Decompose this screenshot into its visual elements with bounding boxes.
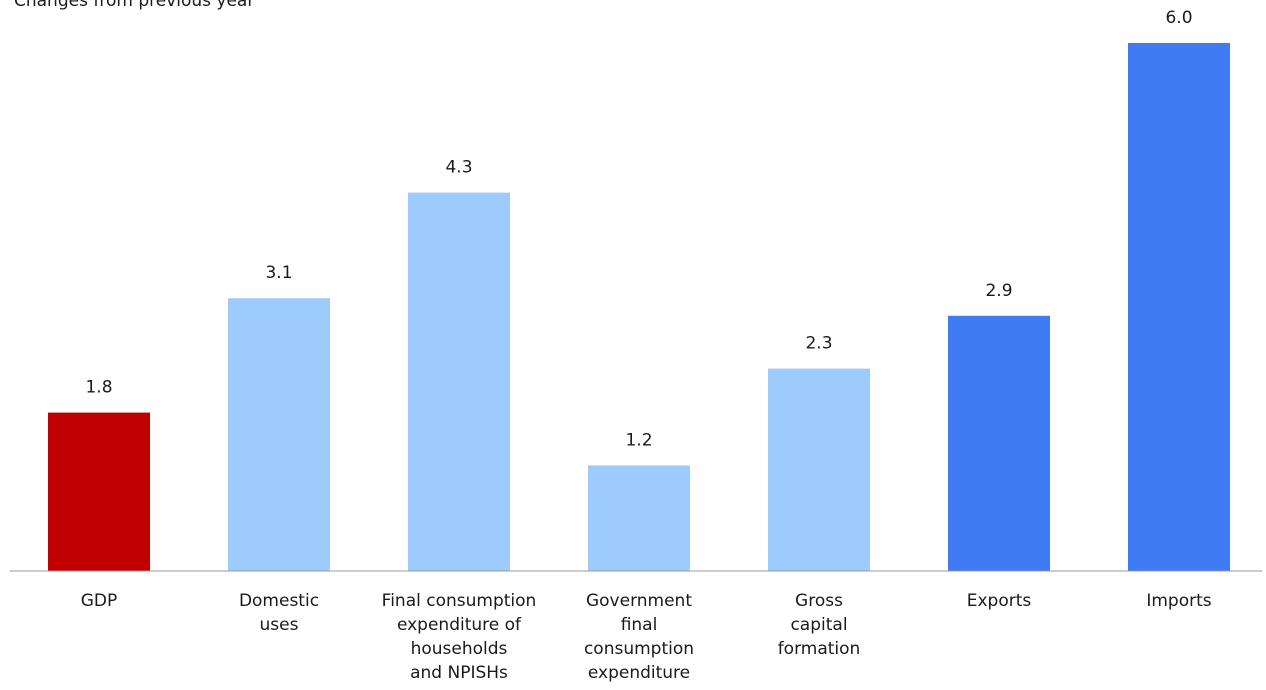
bar-1 <box>228 298 330 571</box>
value-label-1: 3.1 <box>265 263 292 283</box>
category-label-1: Domestic uses <box>239 591 319 635</box>
category-label-4-line-0: Gross <box>795 591 843 611</box>
category-label-5-line-0: Exports <box>967 591 1032 611</box>
bars-group <box>48 43 1230 571</box>
value-label-5: 2.9 <box>985 281 1012 301</box>
category-label-1-line-0: Domestic <box>239 591 319 611</box>
value-label-0: 1.8 <box>85 378 112 398</box>
value-label-6: 6.0 <box>1165 8 1192 28</box>
category-label-3-line-1: final <box>621 615 658 635</box>
category-label-2-line-0: Final consumption <box>382 591 537 611</box>
category-label-5: Exports <box>967 591 1032 611</box>
category-label-1-line-1: uses <box>260 615 299 635</box>
category-label-6-line-0: Imports <box>1146 591 1211 611</box>
category-label-4: Gross capital formation <box>778 591 861 659</box>
bar-4 <box>768 368 870 571</box>
category-label-3-line-3: expenditure <box>588 663 690 683</box>
category-label-2-line-3: and NPISHs <box>410 663 508 683</box>
category-label-2-line-1: expenditure of <box>397 615 522 635</box>
category-label-4-line-1: capital <box>790 615 847 635</box>
category-labels-group: GDP Domestic uses Final consumption expendit… <box>81 591 1212 683</box>
category-label-0: GDP <box>81 591 118 611</box>
bar-3 <box>588 465 690 571</box>
bar-6 <box>1128 43 1230 571</box>
value-labels-group: 1.8 3.1 4.3 1.2 2.3 2.9 6.0 <box>85 8 1192 450</box>
bar-0 <box>48 412 150 571</box>
category-label-4-line-2: formation <box>778 639 861 659</box>
chart-title: Changes from previous year <box>14 0 255 11</box>
category-label-2: Final consumption expenditure of household… <box>382 591 537 683</box>
category-label-3-line-2: consumption <box>584 639 694 659</box>
bar-5 <box>948 315 1050 571</box>
category-label-2-line-2: households <box>411 639 508 659</box>
value-label-4: 2.3 <box>805 334 832 354</box>
value-label-3: 1.2 <box>625 430 652 450</box>
category-label-3-line-0: Government <box>586 591 692 611</box>
value-label-2: 4.3 <box>445 158 472 178</box>
bar-2 <box>408 192 510 571</box>
category-label-6: Imports <box>1146 591 1211 611</box>
category-label-0-line-0: GDP <box>81 591 118 611</box>
category-label-3: Government final consumption expenditure <box>584 591 694 683</box>
